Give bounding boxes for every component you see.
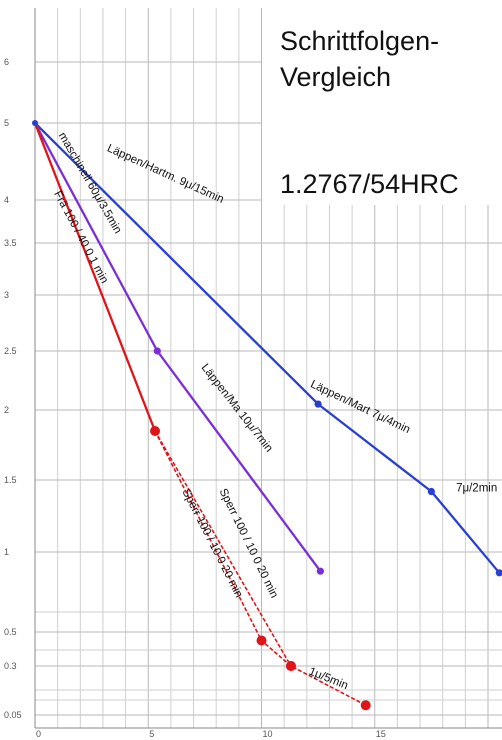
- segment-label: 1μ/5min: [307, 666, 350, 693]
- y-tick-label: 3: [4, 290, 9, 300]
- y-tick-label: 0.05: [4, 710, 22, 720]
- chart-title-line-2: Vergleich: [280, 62, 391, 92]
- y-tick-label: 3.5: [4, 238, 17, 248]
- series-line-3: [154, 430, 367, 706]
- data-point: [256, 635, 267, 646]
- y-tick-label: 4: [4, 195, 9, 205]
- segment-label: Läppen/Hartm. 9μ/15min: [105, 142, 225, 206]
- x-tick-label: 0: [36, 729, 41, 739]
- data-point: [495, 569, 502, 577]
- data-point: [285, 661, 296, 671]
- y-tick-label: 0.5: [4, 627, 17, 637]
- y-tick-label: 2: [4, 405, 9, 415]
- x-axis-ticks: 0 5 10 15: [36, 729, 386, 739]
- x-tick-label: 10: [263, 729, 273, 739]
- segment-label: Läppen/Ma 10μ/7min: [199, 362, 275, 455]
- y-tick-label: 0.3: [4, 661, 17, 671]
- title-background: [262, 0, 502, 205]
- data-point: [150, 426, 161, 436]
- series-line-4: [154, 430, 292, 667]
- data-point: [427, 487, 435, 496]
- x-tick-label: 15: [376, 729, 386, 739]
- chart-subtitle: 1.2767/54HRC: [280, 169, 459, 199]
- y-tick-label: 1.5: [4, 475, 17, 485]
- data-point: [314, 400, 322, 408]
- y-tick-label: 5: [4, 118, 9, 128]
- segment-label: 7μ/2min: [456, 483, 497, 495]
- y-tick-label: 2.5: [4, 346, 17, 356]
- data-point-start: [32, 120, 38, 126]
- series-line-2: [33, 122, 157, 432]
- data-point: [153, 347, 161, 355]
- x-tick-label: 5: [149, 729, 154, 739]
- y-axis-ticks: 6 5 4 3.5 3 2.5 2 1.5 1 0.5 0.3 0.05: [4, 57, 22, 720]
- data-point: [316, 567, 324, 575]
- data-point: [360, 700, 371, 711]
- y-tick-label: 1: [4, 547, 9, 557]
- series-line-0: [34, 122, 501, 574]
- series-markers: [32, 120, 502, 711]
- y-tick-label: 6: [4, 57, 9, 67]
- chart-title-line-1: Schrittfolgen-: [280, 26, 439, 56]
